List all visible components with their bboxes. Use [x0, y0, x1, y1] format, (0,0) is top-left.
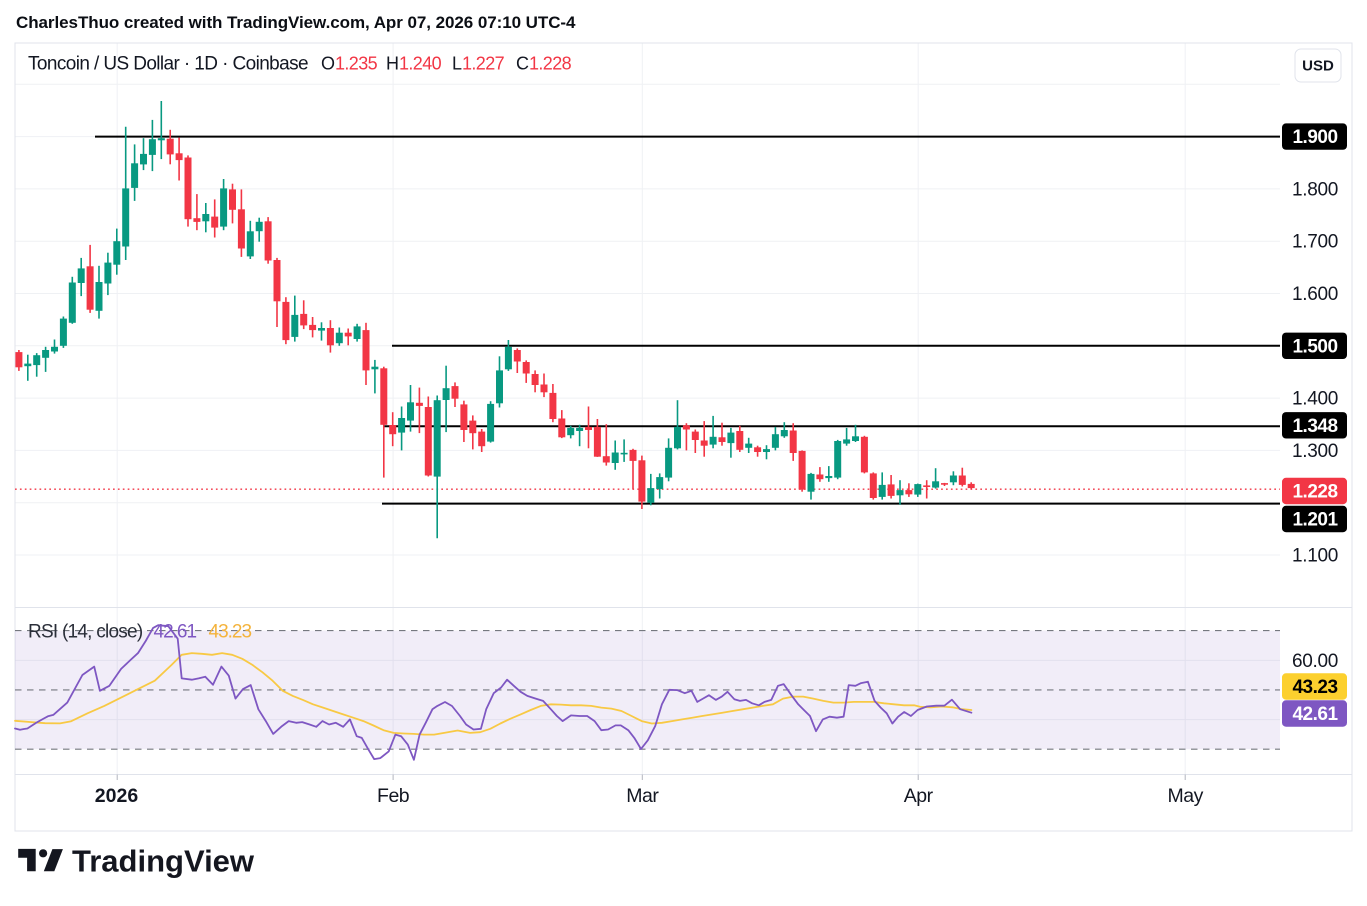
svg-text:Mar: Mar	[626, 785, 659, 807]
svg-text:Feb: Feb	[377, 785, 410, 807]
svg-text:1.800: 1.800	[1292, 179, 1338, 200]
svg-text:2026: 2026	[95, 785, 139, 807]
svg-text:O: O	[321, 54, 335, 74]
svg-text:L: L	[452, 54, 462, 74]
svg-text:1.228: 1.228	[1292, 482, 1337, 503]
svg-text:1.201: 1.201	[1292, 510, 1338, 531]
svg-text:May: May	[1168, 785, 1204, 807]
svg-text:1.240: 1.240	[399, 54, 442, 74]
svg-text:CharlesThuo created with Tradi: CharlesThuo created with TradingView.com…	[16, 13, 576, 32]
svg-text:1.348: 1.348	[1292, 416, 1337, 437]
svg-text:1.228: 1.228	[529, 54, 572, 74]
svg-text:1.227: 1.227	[462, 54, 505, 74]
svg-text:1.400: 1.400	[1292, 389, 1338, 410]
svg-text:H: H	[386, 54, 398, 74]
svg-text:Apr: Apr	[904, 785, 934, 807]
svg-text:1.100: 1.100	[1292, 546, 1338, 567]
svg-text:Toncoin / US Dollar · 1D · Coi: Toncoin / US Dollar · 1D · Coinbase	[28, 54, 308, 75]
svg-text:1.235: 1.235	[335, 54, 378, 74]
svg-text:43.23: 43.23	[1292, 677, 1337, 698]
svg-text:43.23: 43.23	[209, 622, 252, 643]
svg-text:USD: USD	[1302, 58, 1334, 75]
svg-text:60.00: 60.00	[1292, 651, 1338, 672]
svg-text:1.900: 1.900	[1292, 127, 1337, 148]
svg-text:1.500: 1.500	[1292, 336, 1337, 357]
svg-text:RSI (14, close): RSI (14, close)	[28, 622, 143, 643]
svg-text:42.61: 42.61	[154, 622, 197, 643]
svg-text:1.600: 1.600	[1292, 284, 1338, 305]
svg-text:42.61: 42.61	[1292, 704, 1338, 725]
svg-text:C: C	[516, 54, 529, 74]
svg-text:1.300: 1.300	[1292, 441, 1338, 462]
svg-text:TradingView: TradingView	[72, 844, 255, 879]
svg-text:1.700: 1.700	[1292, 232, 1338, 253]
